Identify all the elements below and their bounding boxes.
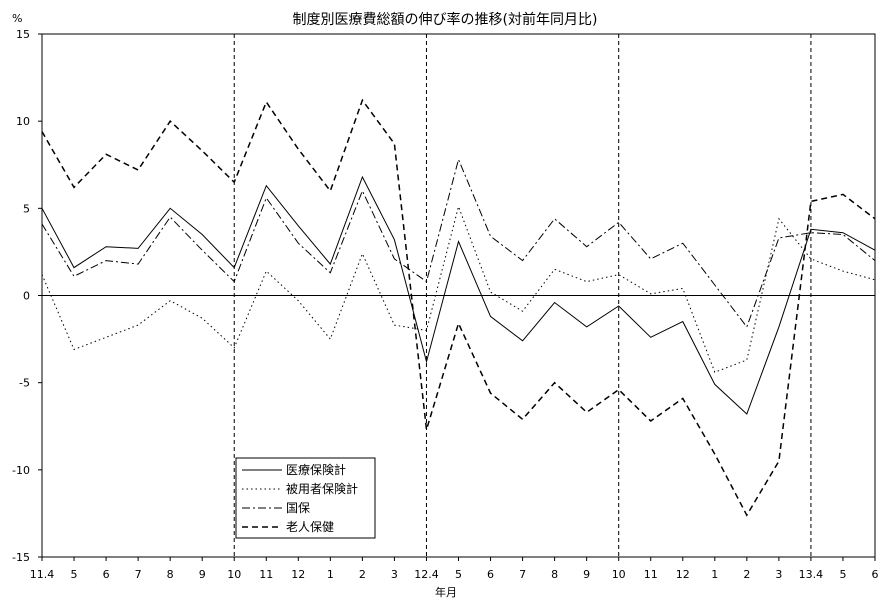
x-tick-label: 1 [711, 568, 718, 581]
legend-label-3: 国保 [286, 501, 310, 515]
y-tick-label: 5 [23, 202, 30, 215]
series-4-point [330, 190, 331, 191]
x-tick-label: 1 [327, 568, 334, 581]
y-tick-label: -5 [19, 377, 30, 390]
y-tick-label: 15 [16, 28, 30, 41]
x-tick-label: 2 [743, 568, 750, 581]
x-tick-label: 12 [676, 568, 690, 581]
x-tick-label: 9 [199, 568, 206, 581]
x-tick-label: 7 [135, 568, 142, 581]
x-tick-label: 6 [103, 568, 110, 581]
x-tick-label: 9 [583, 568, 590, 581]
series-4-point [266, 101, 267, 102]
y-tick-label: -10 [12, 464, 30, 477]
x-tick-label: 11.4 [30, 568, 55, 581]
x-tick-label: 11 [644, 568, 658, 581]
series-2-point [105, 337, 106, 338]
x-tick-label: 12.4 [414, 568, 439, 581]
series-2-point [586, 281, 587, 282]
y-tick-label: 0 [23, 290, 30, 303]
x-tick-label: 8 [167, 568, 174, 581]
legend-label-2: 被用者保険計 [286, 481, 358, 496]
series-4-point [394, 143, 395, 144]
series-2-point [266, 270, 267, 271]
x-tick-label: 2 [359, 568, 366, 581]
x-tick-label: 6 [872, 568, 879, 581]
series-4-point [810, 201, 811, 202]
y-axis-unit-label: % [12, 12, 22, 25]
series-3-point [170, 216, 171, 217]
y-tick-label: 10 [16, 115, 30, 128]
series-3-point [362, 190, 363, 191]
x-tick-label: 12 [291, 568, 305, 581]
series-4-point [586, 412, 587, 413]
x-tick-label: 13.4 [799, 568, 824, 581]
x-tick-label: 5 [71, 568, 78, 581]
legend-label-4: 老人保健 [286, 520, 334, 534]
x-tick-label: 10 [227, 568, 241, 581]
x-tick-label: 5 [839, 568, 846, 581]
chart-title: 制度別医療費総額の伸び率の推移(対前年同月比) [293, 11, 598, 28]
series-3-point [842, 234, 843, 235]
x-tick-label: 8 [551, 568, 558, 581]
x-tick-label: 5 [455, 568, 462, 581]
series-line-1 [41, 175, 876, 415]
series-3-point [266, 197, 267, 198]
series-2-point [458, 206, 459, 207]
series-line-2 [41, 204, 876, 373]
x-tick-label: 11 [259, 568, 273, 581]
series-3-point [650, 258, 651, 259]
legend-label-1: 医療保険計 [286, 462, 346, 477]
series-4-point [778, 461, 779, 462]
series-2-point [362, 253, 363, 254]
y-tick-label: -15 [12, 551, 30, 564]
series-4-point [458, 323, 459, 324]
series-3-point [778, 237, 779, 238]
series-line-4 [41, 98, 876, 517]
x-tick-label: 3 [775, 568, 782, 581]
x-tick-label: 10 [612, 568, 626, 581]
legend-box [235, 457, 376, 539]
series-4-point [618, 389, 619, 390]
series-4-point [202, 150, 203, 151]
x-tick-label: 6 [487, 568, 494, 581]
series-3-point [458, 159, 459, 160]
x-tick-label: 3 [391, 568, 398, 581]
x-axis-label: 年月 [435, 585, 457, 599]
x-tick-label: 7 [519, 568, 526, 581]
